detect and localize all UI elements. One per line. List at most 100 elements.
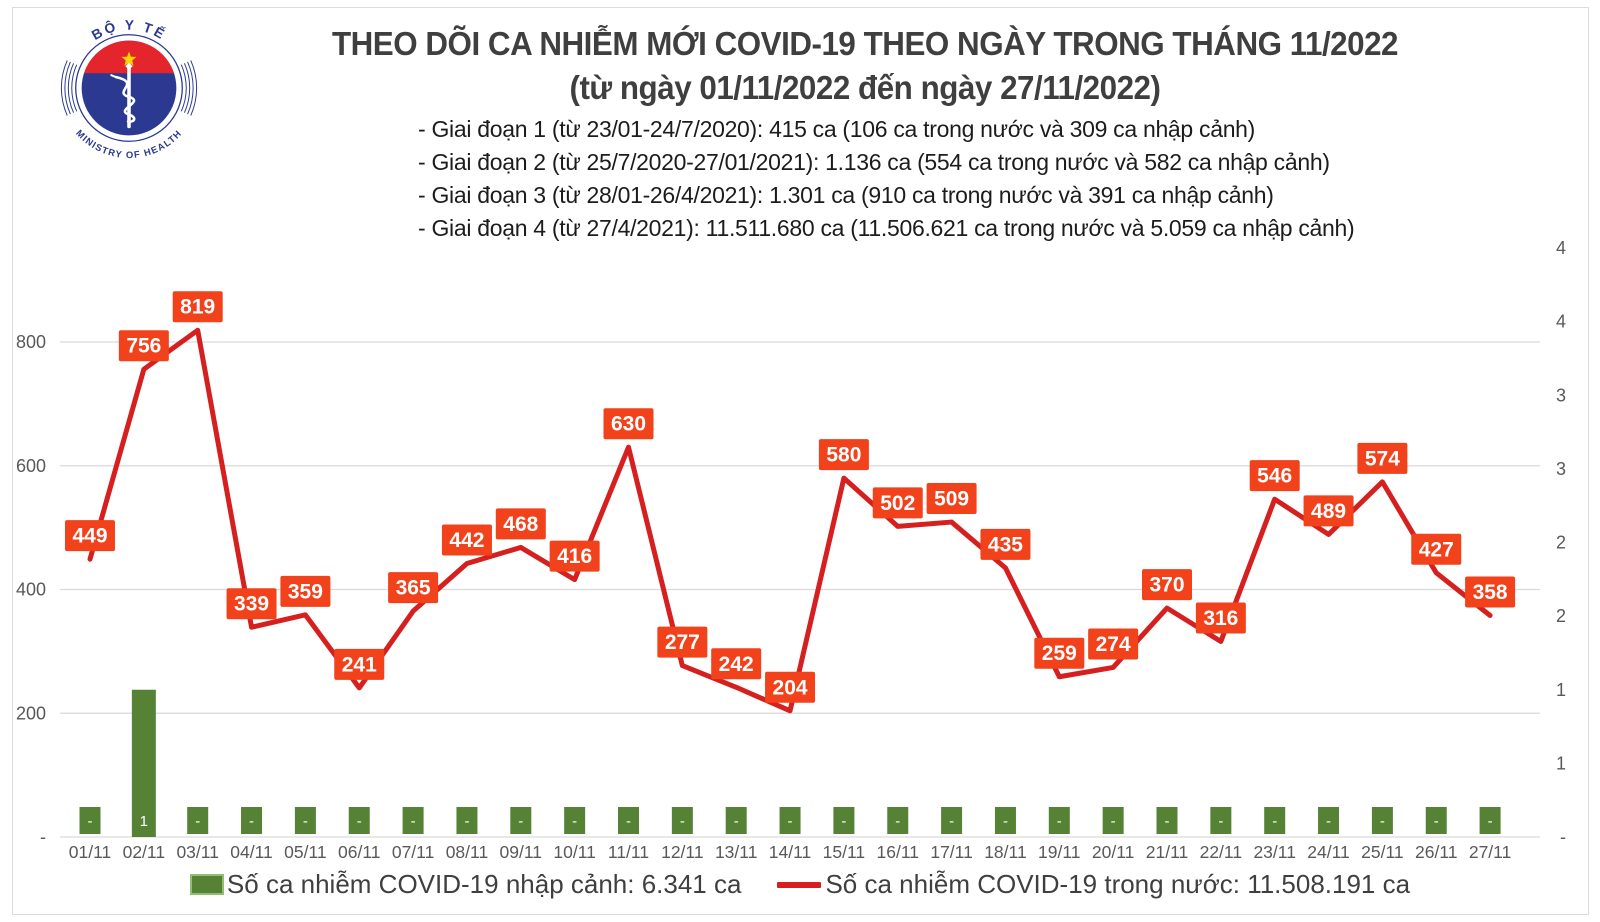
imported-label-text: - [518, 813, 523, 830]
imported-label-box [887, 807, 909, 834]
x-axis-label: 15/11 [823, 842, 866, 862]
data-label-text: 241 [342, 653, 377, 676]
imported-label-box [79, 807, 101, 834]
data-label-text: 358 [1473, 581, 1508, 604]
data-label-text: 756 [126, 335, 161, 358]
phase-1-line: - Giai đoạn 1 (từ 23/01-24/7/2020): 415 … [418, 116, 1256, 142]
data-label-text: 316 [1203, 607, 1238, 630]
legend-domestic-label: Số ca nhiễm COVID-19 trong nước: 11.508.… [825, 869, 1411, 899]
x-axis-label: 21/11 [1146, 842, 1189, 862]
imported-label-text: - [734, 813, 739, 830]
imported-label-box [1479, 807, 1501, 834]
x-axis-label: 27/11 [1469, 842, 1512, 862]
data-label-text: 370 [1149, 574, 1184, 597]
imported-label-text: - [411, 813, 416, 830]
imported-label-text: - [1003, 813, 1008, 830]
x-axis-label: 10/11 [553, 842, 596, 862]
x-axis-label: 06/11 [338, 842, 381, 862]
imported-label-text: - [1488, 813, 1493, 830]
data-label-text: 416 [557, 545, 592, 568]
x-axis-label: 25/11 [1361, 842, 1404, 862]
data-label-box [926, 483, 977, 515]
imported-label-text: 1 [140, 813, 148, 830]
data-label-box [711, 648, 762, 680]
imported-label-box [941, 807, 963, 834]
data-label-box [118, 330, 169, 362]
imported-label-box [1210, 807, 1232, 834]
data-label-box [980, 528, 1031, 560]
imported-label-text: - [841, 813, 846, 830]
data-label-box [1195, 602, 1246, 634]
imported-label-text: - [303, 813, 308, 830]
y-axis-label-right: 1 [1556, 753, 1566, 773]
imported-label-box [187, 807, 209, 834]
imported-label-text: - [1218, 813, 1223, 830]
imported-label-box [994, 807, 1016, 834]
x-axis-label: 24/11 [1307, 842, 1350, 862]
data-label-box [872, 487, 923, 519]
data-label-box [441, 524, 492, 556]
x-axis-label: 07/11 [392, 842, 435, 862]
data-label-text: 509 [934, 488, 969, 511]
imported-label-text: - [88, 813, 93, 830]
x-axis-label: 19/11 [1038, 842, 1081, 862]
y-axis-label-right: 2 [1556, 606, 1566, 626]
legend-item-imported: Số ca nhiễm COVID-19 nhập cảnh: 6.341 ca [189, 869, 741, 900]
imported-label-text: - [1326, 813, 1331, 830]
x-axis-label: 17/11 [930, 842, 973, 862]
x-axis-label: 05/11 [284, 842, 327, 862]
page-subtitle: (từ ngày 01/11/2022 đến ngày 27/11/2022) [569, 69, 1161, 106]
data-label-box [172, 291, 223, 323]
x-axis-label: 12/11 [661, 842, 704, 862]
x-axis-label: 22/11 [1200, 842, 1243, 862]
domestic-cases-line [87, 327, 1493, 714]
data-label-text: 277 [665, 631, 700, 654]
x-axis-label: 09/11 [500, 842, 543, 862]
imported-label-box [833, 807, 855, 834]
imported-label-text: - [1057, 813, 1062, 830]
imported-label-text: - [1111, 813, 1116, 830]
imported-label-box [618, 807, 639, 834]
data-label-text: 339 [234, 593, 269, 616]
y-axis-label-left: 400 [16, 580, 46, 600]
y-axis-label-right: - [1560, 827, 1566, 847]
y-axis-label-left: 200 [16, 703, 46, 723]
data-label-box [334, 648, 385, 680]
x-axis-label: 02/11 [123, 842, 166, 862]
y-axis-label-left: - [40, 827, 46, 847]
red-line-swatch-icon [777, 881, 822, 888]
y-axis-label-right: 4 [1556, 312, 1566, 332]
data-label-text: 427 [1419, 538, 1454, 561]
imported-label-text: - [680, 813, 685, 830]
chart-legend: Số ca nhiễm COVID-19 nhập cảnh: 6.341 ca… [0, 869, 1600, 900]
data-label-text: 546 [1257, 465, 1292, 488]
imported-label-box [1371, 807, 1393, 834]
imported-label-box [725, 807, 747, 834]
imported-label-box [564, 807, 586, 834]
data-label-box [1411, 533, 1462, 565]
phase-2-line: - Giai đoạn 2 (từ 25/7/2020-27/01/2021):… [418, 149, 1330, 175]
page-title: THEO DÕI CA NHIỄM MỚI COVID-19 THEO NGÀY… [331, 25, 1399, 62]
data-label-box [280, 575, 331, 607]
x-axis-label: 16/11 [877, 842, 920, 862]
data-label-text: 502 [880, 492, 915, 515]
logo-side-arcs [60, 60, 198, 116]
data-label-box [226, 588, 277, 620]
data-label-text: 259 [1042, 642, 1077, 665]
data-label-text: 449 [72, 525, 107, 548]
imported-label-box [1156, 807, 1178, 834]
imported-label-box [510, 807, 532, 834]
imported-label-box [402, 807, 424, 834]
y-axis-label-left: 600 [16, 456, 46, 476]
imported-label-text: - [195, 813, 200, 830]
data-label-box [818, 439, 869, 471]
data-label-box [657, 626, 708, 658]
data-label-box [1303, 495, 1354, 527]
data-label-box [549, 540, 600, 572]
data-label-box [1357, 442, 1408, 474]
data-label-box [1088, 628, 1139, 660]
asclepius-staff-icon [110, 62, 136, 129]
x-axis-label: 13/11 [715, 842, 758, 862]
data-label-text: 435 [988, 533, 1023, 556]
